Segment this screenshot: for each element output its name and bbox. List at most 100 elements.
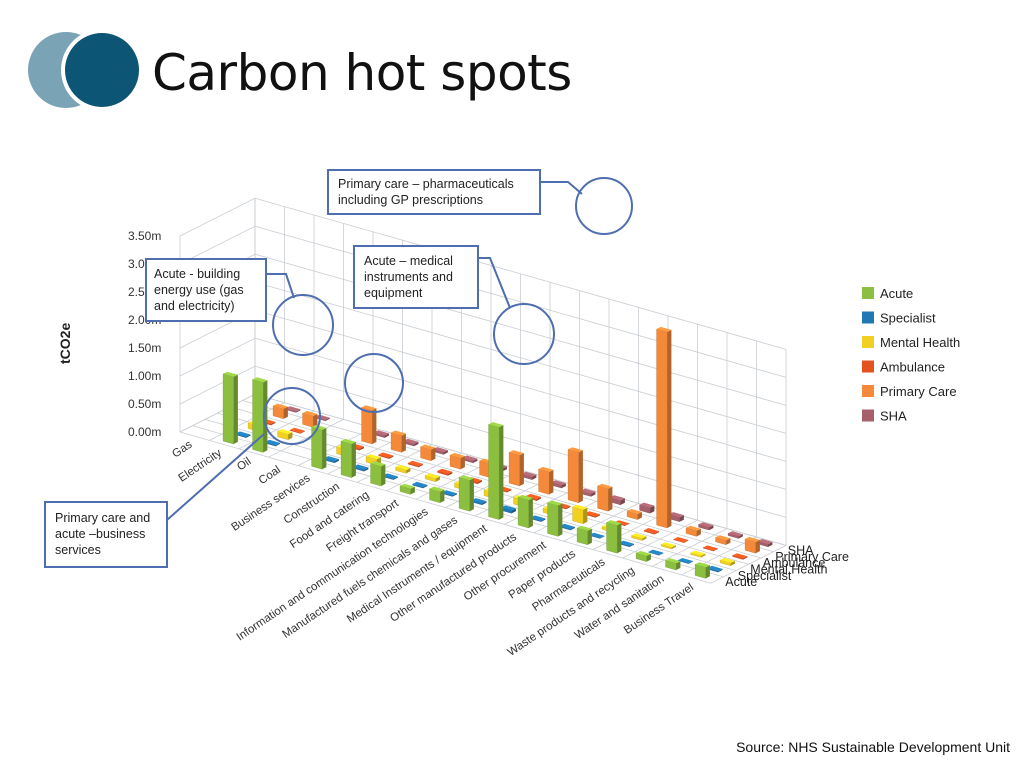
- bar-front-face: [222, 373, 234, 445]
- bar-mental-health-waste-products-and-recycling: [660, 542, 676, 550]
- floor-gridline: [179, 431, 712, 584]
- bar-side-face: [296, 409, 301, 413]
- bar-top-face: [656, 326, 672, 332]
- bar-side-face: [460, 455, 465, 470]
- bar-top-face: [521, 471, 537, 477]
- bar-ambulance-oil: [289, 427, 305, 434]
- bar-top-face: [420, 444, 436, 450]
- bar-top-face: [437, 468, 453, 474]
- bar-side-face: [676, 561, 681, 570]
- y-tick-label: 1.50m: [128, 341, 161, 355]
- bar-acute-business-travel: [694, 562, 710, 579]
- bar-primary-care-oil: [302, 410, 318, 428]
- bar-side-face: [654, 531, 659, 535]
- bar-top-face: [383, 473, 398, 479]
- callout-circle: [493, 303, 555, 365]
- legend-swatch-sha: [862, 409, 874, 422]
- bar-top-face: [315, 414, 330, 420]
- bar-side-face: [646, 553, 651, 562]
- callout-leader: [540, 181, 583, 195]
- bar-side-face: [288, 432, 293, 440]
- bar-side-face: [511, 508, 516, 514]
- floor-gridline: [242, 400, 774, 553]
- callout-leader: [166, 433, 265, 521]
- bar-top-face: [403, 438, 419, 444]
- bar-mental-health-pharmaceuticals: [631, 533, 647, 541]
- bar-top-face: [580, 488, 596, 494]
- bar-top-face: [698, 522, 714, 528]
- callout-2: Acute - building energy use (gas and elect…: [145, 258, 334, 356]
- bar-side-face: [418, 463, 423, 468]
- bar-primary-care-paper-products: [626, 508, 642, 520]
- bar-front-face: [547, 502, 559, 537]
- bar-sha-water-and-sanitation: [727, 531, 743, 539]
- bar-primary-care-food-and-catering: [420, 444, 436, 462]
- bar-primary-care-construction: [390, 430, 406, 453]
- bar-top-face: [610, 495, 625, 501]
- bar-side-face: [667, 329, 672, 528]
- wall-gridline: [179, 225, 256, 265]
- bar-acute-freight-transport: [399, 483, 415, 495]
- bar-side-face: [684, 540, 689, 543]
- callout-text-line: Primary care – pharmaceuticals: [338, 177, 514, 191]
- bar-ambulance-pharmaceuticals: [643, 528, 659, 535]
- bar-side-face: [726, 538, 731, 545]
- bar-front-face: [370, 463, 382, 487]
- callout-text-line: Acute – medical: [364, 254, 453, 268]
- bar-primary-care-other-manufactured-products: [567, 447, 583, 504]
- bar-top-face: [265, 439, 280, 445]
- bar-top-face: [366, 454, 381, 460]
- callout-circle: [272, 294, 334, 356]
- callout-box: [353, 245, 479, 309]
- bar-top-face: [745, 536, 760, 542]
- bar-side-face: [283, 406, 288, 419]
- bar-sha-other-procurement: [609, 495, 625, 506]
- bar-top-face: [585, 511, 600, 517]
- legend-swatch-acute: [862, 287, 874, 299]
- bar-side-face: [325, 417, 330, 421]
- bar-side-face: [443, 450, 448, 455]
- bar-side-face: [718, 568, 723, 573]
- wall-gridline: [179, 365, 256, 405]
- bar-sha-other-manufactured-products: [580, 488, 596, 497]
- bar-top-face: [538, 466, 554, 472]
- bar-specialist-waste-products-and-recycling: [648, 549, 664, 556]
- depth-label-mental-health: Mental Health: [750, 563, 827, 577]
- bar-acute-waste-products-and-recycling: [635, 550, 651, 562]
- bar-sha-business-travel: [757, 539, 773, 548]
- bar-side-face: [322, 427, 327, 470]
- legend-label-mental-health: Mental Health: [880, 335, 960, 350]
- bar-front-face: [340, 440, 352, 478]
- bar-side-face: [755, 539, 760, 554]
- bar-side-face: [246, 434, 251, 438]
- bar-primary-care-manufactured-fuels-chemicals-and-gases: [508, 450, 524, 487]
- bar-top-face: [400, 483, 415, 489]
- callout-circle: [575, 177, 633, 235]
- bar-side-face: [659, 552, 664, 556]
- bar-top-face: [665, 558, 681, 564]
- bar-primary-care-medical-instruments-equipment: [538, 466, 554, 495]
- bar-side-face: [709, 525, 714, 531]
- bar-top-face: [501, 505, 516, 511]
- bar-acute-business-services: [311, 424, 327, 470]
- bar-acute-pharmaceuticals: [606, 520, 622, 554]
- bar-side-face: [713, 548, 718, 552]
- bar-top-face: [589, 532, 605, 538]
- bar-top-face: [728, 531, 743, 537]
- bar-top-face: [425, 473, 440, 479]
- bar-side-face: [364, 467, 369, 472]
- bar-front-face: [390, 432, 402, 453]
- bar-top-face: [686, 525, 701, 531]
- bar-acute-electricity: [222, 371, 238, 445]
- bar-top-face: [703, 545, 718, 551]
- bar-ambulance-freight-transport: [437, 468, 453, 476]
- bar-primary-care-freight-transport: [449, 452, 465, 470]
- bar-side-face: [414, 441, 419, 447]
- bar-acute-food-and-catering: [370, 461, 386, 487]
- bar-top-face: [395, 464, 411, 471]
- bar-top-face: [732, 553, 748, 559]
- callout-1: Primary care – pharmaceuticals including …: [327, 169, 633, 235]
- bar-side-face: [583, 507, 588, 524]
- bar-side-face: [401, 433, 406, 453]
- page-title: Carbon hot spots: [152, 44, 572, 102]
